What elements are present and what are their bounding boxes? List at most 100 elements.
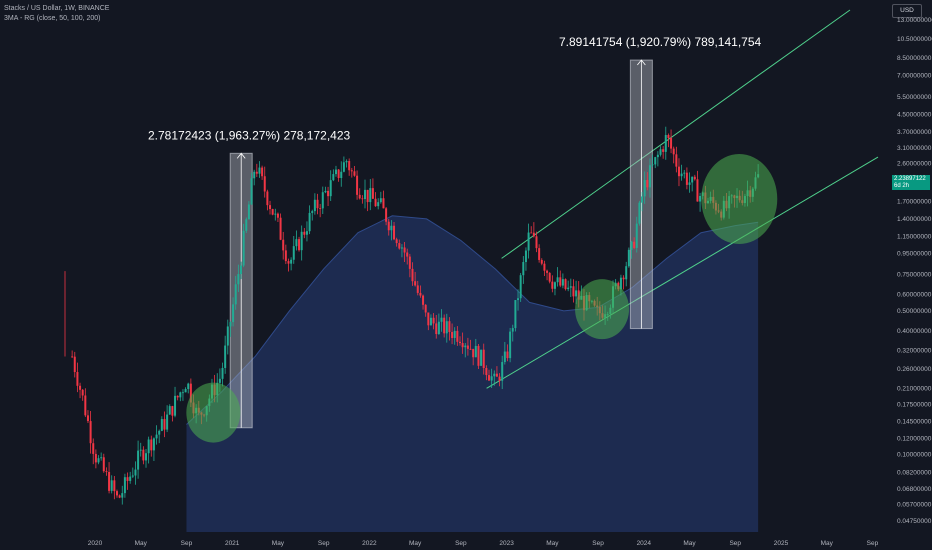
candle-body xyxy=(659,149,662,155)
candle-body xyxy=(89,421,92,444)
candle-body xyxy=(408,256,411,269)
candle-body xyxy=(456,330,459,342)
candle-body xyxy=(92,443,95,454)
candle-body xyxy=(451,332,454,338)
candle-body xyxy=(76,372,79,386)
last-price-tag: 2.23897122 6d 2h xyxy=(892,175,930,190)
candle-body xyxy=(569,286,572,288)
y-tick-label: 0.95000000 xyxy=(897,251,932,258)
candle-body xyxy=(105,471,108,472)
candle-body xyxy=(662,149,665,152)
candle-body xyxy=(189,383,192,403)
candle-body xyxy=(379,198,382,203)
candle-body xyxy=(638,202,641,224)
highlight-circle[interactable] xyxy=(701,154,778,245)
candle-body xyxy=(398,243,401,249)
y-tick-label: 7.00000000 xyxy=(897,72,932,79)
candle-body xyxy=(400,247,403,249)
highlight-circle[interactable] xyxy=(186,382,241,443)
candle-body xyxy=(155,434,158,439)
candle-body xyxy=(279,217,282,240)
candle-body xyxy=(179,392,182,398)
candle-body xyxy=(348,161,351,171)
bar-countdown: 6d 2h xyxy=(894,183,910,189)
candle-body xyxy=(224,345,227,368)
upper-trendline[interactable] xyxy=(501,9,851,259)
candle-body xyxy=(150,439,153,451)
candle-body xyxy=(390,225,393,231)
x-tick-label: 2024 xyxy=(637,540,652,547)
candle-body xyxy=(382,198,385,209)
candle-body xyxy=(334,169,337,175)
candle-body xyxy=(419,292,422,296)
indicator-label: 3MA - RG (close, 50, 100, 200) xyxy=(4,15,101,22)
candle-body xyxy=(641,196,644,203)
x-tick-label: May xyxy=(546,540,559,547)
y-tick-label: 1.15000000 xyxy=(897,234,932,241)
x-tick-label: 2023 xyxy=(499,540,514,547)
candle-body xyxy=(488,375,491,381)
y-tick-label: 0.06800000 xyxy=(897,486,932,493)
candle-body xyxy=(387,221,390,231)
candle-body xyxy=(152,438,155,451)
highlight-circle[interactable] xyxy=(575,279,630,340)
candle-body xyxy=(271,209,274,215)
candle-body xyxy=(385,208,388,222)
candle-body xyxy=(113,480,116,492)
candle-body xyxy=(527,232,530,251)
candle-body xyxy=(680,173,683,177)
candle-body xyxy=(276,213,279,218)
candle-body xyxy=(337,169,340,179)
y-tick-label: 5.50000000 xyxy=(897,94,932,101)
candle-body xyxy=(292,246,295,260)
candle-body xyxy=(482,349,485,369)
highlight-circles xyxy=(186,154,778,443)
candle-body xyxy=(517,298,520,301)
candle-body xyxy=(503,351,506,363)
candle-body xyxy=(625,266,628,280)
candle-body xyxy=(126,477,129,481)
candle-body xyxy=(118,495,121,498)
candle-body xyxy=(102,457,105,472)
candle-body xyxy=(543,263,546,271)
candle-body xyxy=(163,419,166,430)
candle-body xyxy=(443,317,446,334)
candle-body xyxy=(229,322,232,327)
candle-body xyxy=(158,430,161,435)
time-axis[interactable]: 2020 May Sep 2021 May Sep 2022 May Sep 2023 May Sep… xyxy=(88,540,879,547)
candle-body xyxy=(303,231,306,235)
candle-body xyxy=(108,471,111,491)
last-price: 2.23897122 xyxy=(894,176,926,182)
candle-body xyxy=(71,356,74,358)
candle-body xyxy=(79,385,82,390)
candle-body xyxy=(371,188,374,199)
candle-body xyxy=(316,199,319,209)
candle-body xyxy=(123,477,126,494)
y-tick-label: 0.12000000 xyxy=(897,435,932,442)
candle-body xyxy=(327,190,330,197)
y-tick-label: 0.60000000 xyxy=(897,292,932,299)
ma-area-fill xyxy=(186,215,759,533)
candle-body xyxy=(474,345,477,358)
candle-body xyxy=(406,252,409,257)
candle-body xyxy=(677,166,680,177)
candle-body xyxy=(548,272,551,282)
candle-body xyxy=(691,176,694,183)
lower-trendline[interactable] xyxy=(486,156,879,389)
candle-body xyxy=(559,277,562,286)
candle-body xyxy=(469,348,472,350)
candle-body xyxy=(435,323,438,335)
candle-body xyxy=(147,439,150,454)
candle-body xyxy=(511,328,514,332)
candle-body xyxy=(237,274,240,285)
currency-button[interactable]: USD xyxy=(892,4,922,18)
candle-body xyxy=(86,415,89,422)
candle-body xyxy=(94,453,97,463)
candle-body xyxy=(514,300,517,329)
candle-body xyxy=(340,171,343,179)
price-axis[interactable]: 13.00000000 10.50000000 8.50000000 7.000000… xyxy=(897,17,932,525)
candle-body xyxy=(575,290,578,297)
candle-body xyxy=(300,231,303,251)
candle-body xyxy=(176,395,179,398)
